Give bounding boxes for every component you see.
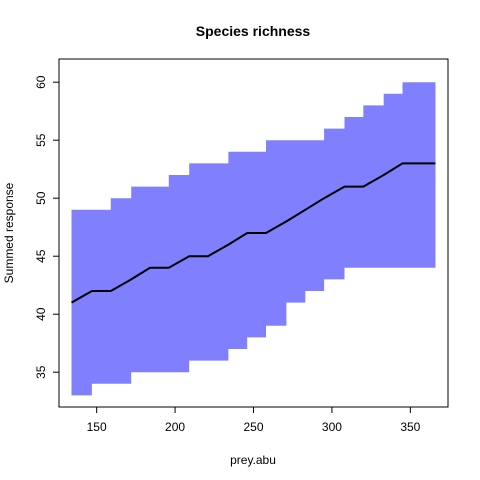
x-tick-label: 250	[243, 420, 263, 434]
chart-title: Species richness	[196, 23, 311, 39]
y-tick-label: 55	[34, 133, 48, 147]
y-tick-label: 35	[34, 365, 48, 379]
x-tick-label: 300	[322, 420, 342, 434]
y-tick-label: 45	[34, 249, 48, 263]
x-tick-label: 200	[165, 420, 185, 434]
x-tick-label: 150	[87, 420, 107, 434]
x-axis: 150 200 250 300 350	[87, 407, 421, 434]
plot-area	[71, 70, 436, 396]
mean-response-line	[71, 162, 436, 304]
x-tick-label: 350	[400, 420, 420, 434]
y-tick-label: 60	[34, 75, 48, 89]
y-axis: 35 40 45 50 55 60	[34, 75, 59, 379]
y-axis-label: Summed response	[2, 182, 16, 283]
y-tick-label: 40	[34, 307, 48, 321]
y-tick-label: 50	[34, 191, 48, 205]
x-axis-label: prey.abu	[230, 453, 276, 467]
